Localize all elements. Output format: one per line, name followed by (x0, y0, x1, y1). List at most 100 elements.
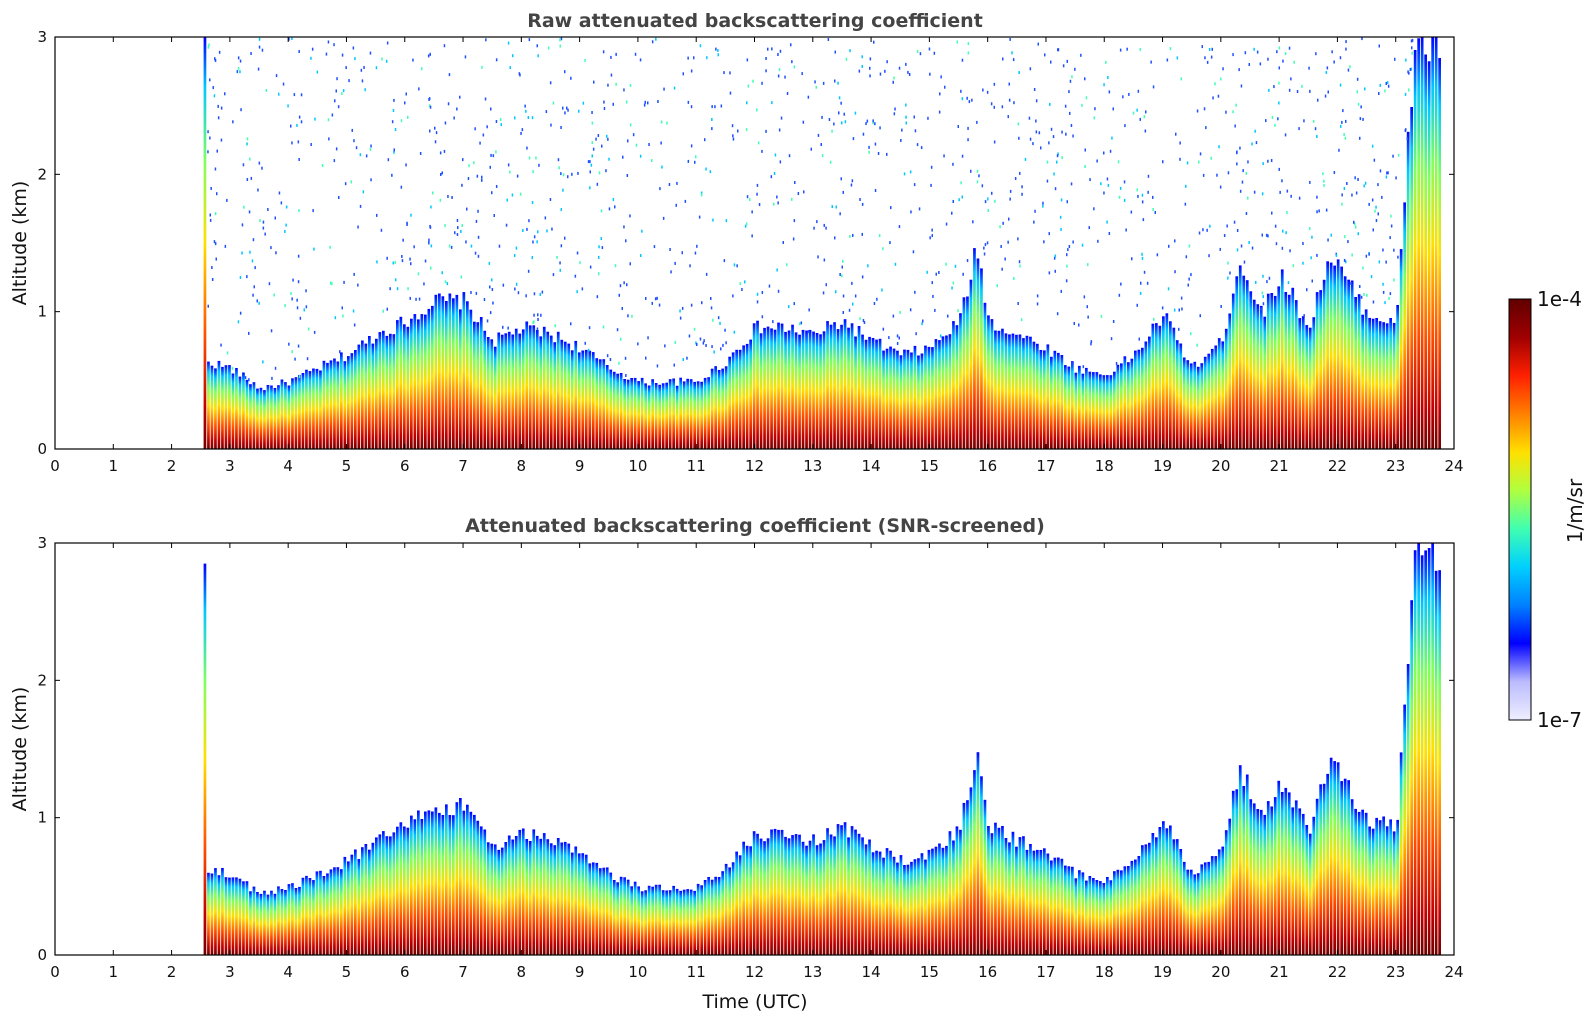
noise-speckle (578, 109, 580, 113)
heatmap-column (826, 828, 829, 955)
heatmap-column (693, 381, 696, 449)
heatmap-column (1186, 360, 1190, 449)
noise-speckle (1179, 141, 1181, 145)
heatmap-column (693, 890, 696, 955)
noise-speckle (1111, 136, 1113, 140)
heatmap-column (798, 334, 801, 449)
noise-speckle (312, 209, 314, 213)
noise-speckle (1375, 205, 1377, 209)
noise-speckle (1282, 59, 1284, 63)
heatmap-column (1148, 336, 1151, 449)
noise-speckle (298, 115, 301, 119)
noise-speckle (913, 115, 915, 119)
noise-speckle (1066, 253, 1068, 257)
noise-speckle (1018, 136, 1020, 140)
noise-speckle (305, 305, 308, 309)
noise-speckle (1351, 193, 1353, 197)
noise-speckle (1143, 115, 1146, 119)
noise-speckle (429, 52, 431, 56)
noise-speckle (725, 341, 727, 345)
noise-speckle (509, 66, 511, 70)
noise-speckle (874, 189, 877, 192)
noise-speckle (507, 41, 510, 45)
noise-speckle (914, 129, 917, 133)
heatmap-column (1175, 340, 1179, 449)
noise-speckle (842, 311, 844, 314)
noise-speckle (313, 247, 315, 251)
noise-speckle (459, 95, 461, 99)
noise-speckle (1065, 279, 1068, 283)
heatmap-column (654, 884, 658, 955)
noise-speckle (1225, 110, 1227, 114)
heatmap-column (560, 842, 564, 955)
heatmap-column (1280, 792, 1284, 955)
heatmap-column (1291, 287, 1295, 449)
noise-speckle (1290, 77, 1292, 81)
heatmap-column (1046, 344, 1050, 449)
noise-speckle (905, 62, 907, 66)
heatmap-column (1134, 350, 1137, 449)
heatmap-column (829, 834, 833, 955)
heatmap-column (1266, 801, 1270, 955)
noise-speckle (327, 40, 330, 44)
noise-speckle (1350, 282, 1352, 285)
noise-speckle (711, 118, 713, 121)
heatmap-column (1417, 543, 1420, 955)
heatmap-column (843, 822, 847, 955)
heatmap-column (1189, 869, 1193, 955)
noise-speckle (690, 105, 693, 109)
noise-speckle (732, 134, 734, 138)
noise-speckle (1262, 274, 1264, 278)
noise-speckle (218, 50, 221, 54)
noise-speckle (424, 259, 427, 263)
noise-speckle (1345, 47, 1347, 51)
heatmap-column (1078, 365, 1081, 449)
noise-speckle (1244, 51, 1247, 55)
noise-speckle (1032, 142, 1034, 146)
noise-speckle (546, 229, 548, 233)
noise-speckle (491, 288, 494, 291)
noise-speckle (900, 139, 902, 142)
noise-speckle (1080, 53, 1082, 57)
x-tick-label: 0 (50, 457, 60, 475)
noise-speckle (622, 155, 624, 159)
colorbar: 1e-4 1e-7 1/m/sr (1508, 287, 1587, 732)
noise-speckle (1068, 245, 1071, 248)
noise-speckle (996, 284, 998, 288)
heatmap-column (756, 833, 759, 955)
noise-speckle (577, 171, 579, 175)
noise-speckle (1152, 195, 1154, 199)
heatmap-column (1249, 799, 1253, 955)
noise-speckle (916, 50, 919, 53)
heatmap-column (1221, 341, 1225, 449)
noise-speckle (298, 375, 301, 379)
x-tick-label: 3 (225, 963, 235, 981)
noise-speckle (216, 192, 218, 196)
noise-speckle (1056, 312, 1059, 316)
noise-speckle (932, 294, 934, 298)
noise-speckle (790, 43, 792, 47)
heatmap-column (357, 344, 361, 449)
heatmap-column (1001, 328, 1004, 449)
noise-speckle (296, 306, 299, 310)
noise-speckle (687, 56, 689, 60)
x-tick-label: 24 (1444, 963, 1463, 981)
heatmap-column (466, 301, 469, 449)
noise-speckle (938, 110, 941, 114)
heatmap-column (665, 890, 668, 955)
heatmap-column (1120, 870, 1123, 955)
noise-speckle (1397, 255, 1399, 259)
noise-speckle (556, 255, 558, 259)
noise-speckle (470, 244, 473, 248)
heatmap-column (672, 378, 675, 449)
noise-speckle (618, 361, 620, 365)
heatmap-column (420, 314, 424, 449)
noise-speckle (976, 180, 979, 184)
heatmap-column (378, 332, 382, 449)
heatmap-column (210, 365, 214, 449)
noise-speckle (1361, 37, 1363, 41)
heatmap-column (1036, 343, 1039, 449)
noise-speckle (226, 351, 229, 355)
heatmap-column (756, 320, 759, 449)
noise-speckle (249, 157, 251, 161)
